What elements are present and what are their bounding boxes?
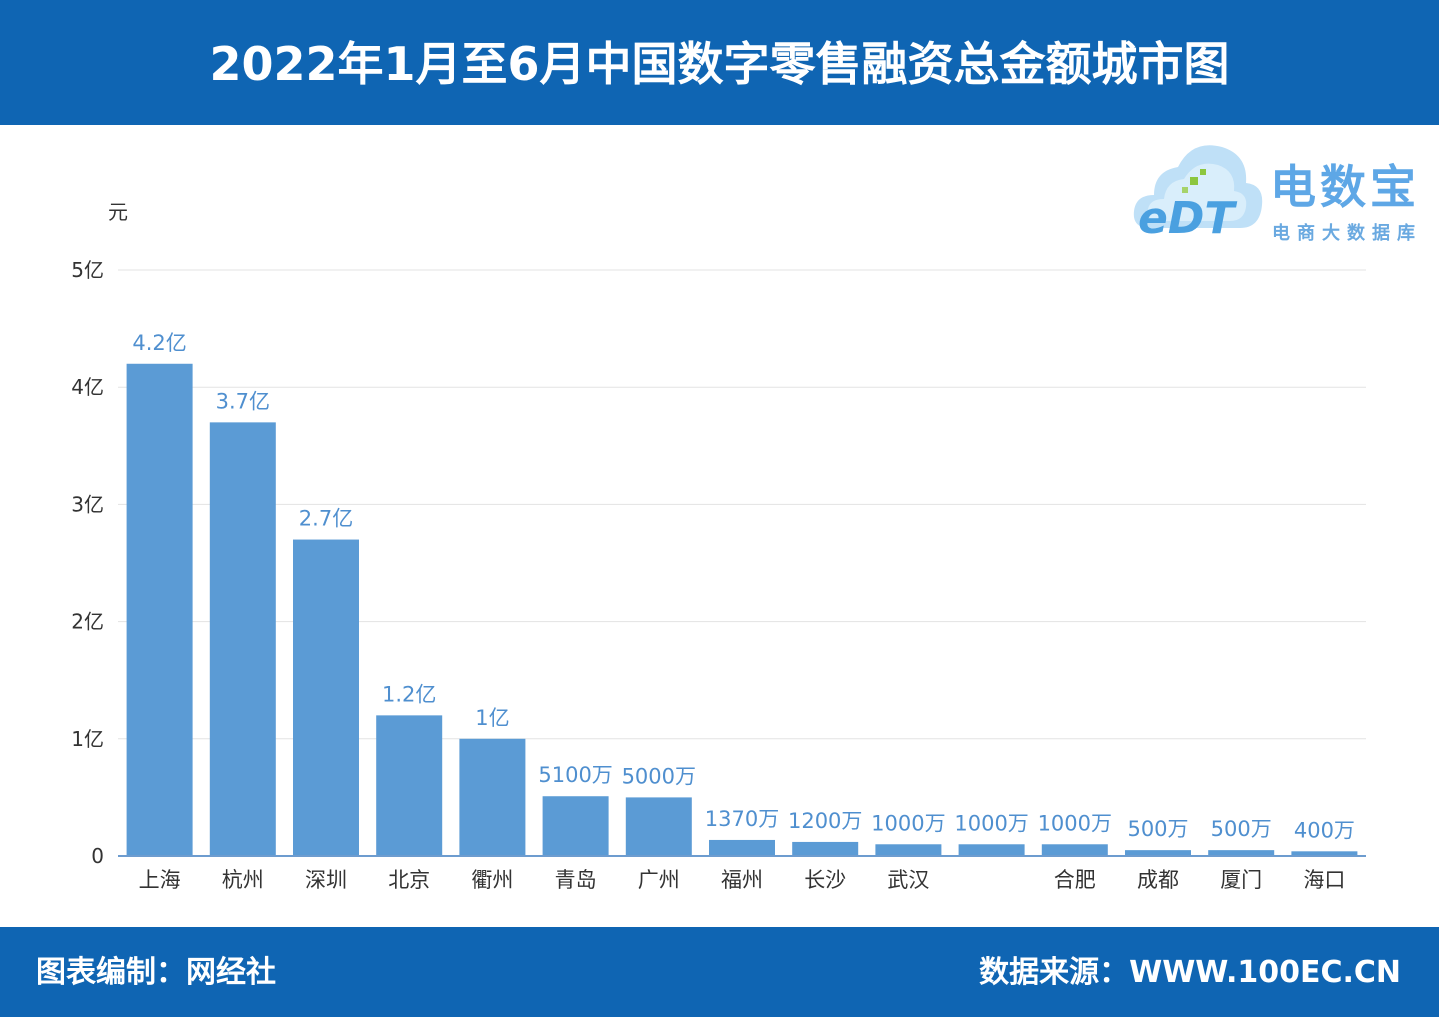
bar xyxy=(875,844,942,856)
x-tick-label: 深圳 xyxy=(305,868,347,892)
bar xyxy=(1125,850,1191,856)
x-tick-label: 衢州 xyxy=(471,868,513,892)
x-tick-label: 长沙 xyxy=(804,868,846,892)
y-tick-label: 2亿 xyxy=(71,610,104,634)
bar xyxy=(542,796,609,856)
bar xyxy=(625,797,692,856)
y-axis-ticks: 0 1亿 2亿 3亿 4亿 5亿 xyxy=(71,258,104,868)
bar xyxy=(293,539,359,856)
header-banner: 2022年1月至6月中国数字零售融资总金额城市图 xyxy=(0,0,1439,125)
bar xyxy=(709,839,775,856)
bar xyxy=(1041,844,1108,856)
value-label: 1亿 xyxy=(475,706,509,730)
logo-name: 电数宝 xyxy=(1270,160,1420,214)
x-tick-label: 杭州 xyxy=(222,868,264,892)
x-axis-labels: 上海 杭州 深圳 北京 衢州 青岛 广州 福州 长沙 武汉 合肥 成都 厦门 海口 xyxy=(139,868,1346,892)
x-tick-label: 北京 xyxy=(388,868,430,892)
logo-subtitle: 电商大数据库 xyxy=(1272,223,1422,244)
footer-banner: 图表编制：网经社 数据来源：WWW.100EC.CN xyxy=(0,927,1439,1017)
bar xyxy=(958,844,1025,856)
logo-mark: eDT xyxy=(1138,193,1237,243)
bars xyxy=(126,363,1358,856)
value-label: 500万 xyxy=(1127,817,1188,841)
value-label: 5000万 xyxy=(622,764,696,788)
value-labels: 4.2亿 3.7亿 2.7亿 1.2亿 1亿 5100万 5000万 1370万 1200万 10… xyxy=(132,331,1355,843)
value-label: 1.2亿 xyxy=(382,682,436,706)
value-label: 500万 xyxy=(1211,817,1272,841)
bar xyxy=(459,738,526,856)
x-tick-label: 合肥 xyxy=(1054,868,1096,892)
footer-source: 数据来源：WWW.100EC.CN xyxy=(979,955,1401,990)
bar-chart: 元 0 1亿 2亿 3亿 4亿 5亿 4.2亿 3.7亿 2.7亿 1.2亿 1亿 5100万 500… xyxy=(71,200,1366,892)
x-tick-label: 海口 xyxy=(1303,868,1345,892)
value-label: 3.7亿 xyxy=(216,389,270,413)
x-tick-label: 上海 xyxy=(139,868,181,892)
value-label: 5100万 xyxy=(538,763,612,787)
y-tick-label: 4亿 xyxy=(71,375,104,399)
value-label: 1370万 xyxy=(705,807,779,831)
value-label: 1000万 xyxy=(954,811,1028,835)
bar xyxy=(376,715,443,856)
bar xyxy=(1208,850,1275,856)
page-title: 2022年1月至6月中国数字零售融资总金额城市图 xyxy=(209,36,1230,91)
x-tick-label: 青岛 xyxy=(555,868,597,892)
cloud-logo-icon: eDT xyxy=(1133,145,1263,244)
y-tick-label: 0 xyxy=(91,844,104,868)
footer-credit: 图表编制：网经社 xyxy=(36,955,276,990)
x-tick-label: 厦门 xyxy=(1220,868,1262,892)
value-label: 1200万 xyxy=(788,809,862,833)
bar xyxy=(792,841,859,856)
value-label: 400万 xyxy=(1294,818,1355,842)
value-label: 1000万 xyxy=(871,811,945,835)
x-tick-label: 广州 xyxy=(638,868,680,892)
value-label: 2.7亿 xyxy=(299,507,353,531)
y-tick-label: 5亿 xyxy=(71,258,104,282)
brand-logo: eDT 电数宝 电商大数据库 xyxy=(1130,133,1430,244)
x-tick-label: 成都 xyxy=(1137,868,1179,892)
bar xyxy=(1291,851,1358,856)
y-tick-label: 1亿 xyxy=(71,727,104,751)
y-axis-label: 元 xyxy=(108,200,128,224)
x-tick-label: 福州 xyxy=(721,868,763,892)
y-tick-label: 3亿 xyxy=(71,492,104,516)
bar xyxy=(126,363,193,856)
bar xyxy=(209,422,276,856)
value-label: 4.2亿 xyxy=(132,331,186,355)
x-tick-label: 武汉 xyxy=(887,868,929,892)
value-label: 1000万 xyxy=(1038,811,1112,835)
